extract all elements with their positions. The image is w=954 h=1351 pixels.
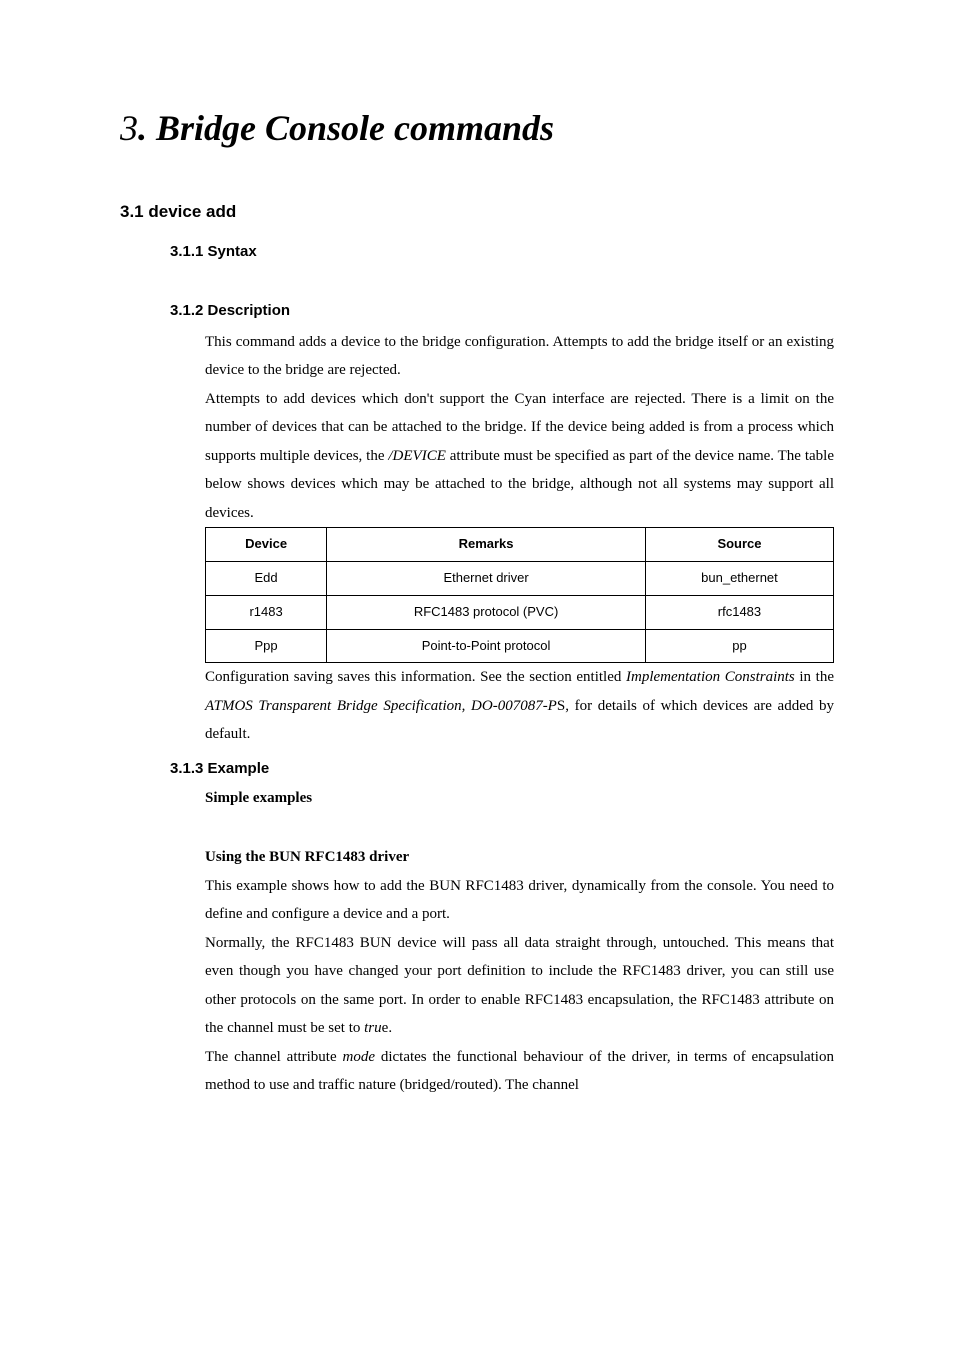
table-header-remarks: Remarks	[327, 528, 646, 562]
post-table-c: in the	[795, 669, 834, 685]
bun-p2-b: tru	[364, 1020, 382, 1036]
bun-p2-a: Normally, the RFC1483 BUN device will pa…	[205, 935, 834, 1037]
chapter-title: 3. Bridge Console commands	[120, 100, 834, 158]
simple-examples-heading: Simple examples	[205, 786, 834, 810]
bun-paragraph-3: The channel attribute mode dictates the …	[205, 1043, 834, 1100]
bun-paragraph-1: This example shows how to add the BUN RF…	[205, 872, 834, 929]
table-row: r1483 RFC1483 protocol (PVC) rfc1483	[206, 595, 834, 629]
post-table-paragraph: Configuration saving saves this informat…	[205, 663, 834, 749]
post-table-a: Configuration saving saves this informat…	[205, 669, 626, 685]
desc-p2-device-italic: /DEVICE	[388, 448, 446, 464]
devices-table: Device Remarks Source Edd Ethernet drive…	[205, 527, 834, 663]
table-cell: RFC1483 protocol (PVC)	[327, 595, 646, 629]
post-table-b: Implementation Constraints	[626, 669, 795, 685]
table-cell: pp	[645, 629, 833, 663]
table-header-device: Device	[206, 528, 327, 562]
table-row: Ppp Point-to-Point protocol pp	[206, 629, 834, 663]
table-header-source: Source	[645, 528, 833, 562]
table-cell: Ethernet driver	[327, 562, 646, 596]
table-cell: Point-to-Point protocol	[327, 629, 646, 663]
bun-p3-a: The channel attribute	[205, 1049, 342, 1065]
chapter-title-text: Bridge Console commands	[156, 108, 554, 148]
section-heading-3-1: 3.1 device add	[120, 198, 834, 225]
description-paragraph-2: Attempts to add devices which don't supp…	[205, 385, 834, 528]
chapter-separator: .	[138, 108, 156, 148]
table-cell: Ppp	[206, 629, 327, 663]
chapter-number: 3	[120, 108, 138, 148]
description-heading: 3.1.2 Description	[170, 299, 834, 323]
table-cell: rfc1483	[645, 595, 833, 629]
description-paragraph-1: This command adds a device to the bridge…	[205, 328, 834, 385]
bun-p3-b: mode	[342, 1049, 375, 1065]
table-cell: bun_ethernet	[645, 562, 833, 596]
example-heading: 3.1.3 Example	[170, 757, 834, 781]
bun-paragraph-2: Normally, the RFC1483 BUN device will pa…	[205, 929, 834, 1043]
post-table-d: ATMOS Transparent Bridge Specification, …	[205, 698, 557, 714]
table-cell: Edd	[206, 562, 327, 596]
table-header-row: Device Remarks Source	[206, 528, 834, 562]
table-row: Edd Ethernet driver bun_ethernet	[206, 562, 834, 596]
bun-driver-heading: Using the BUN RFC1483 driver	[205, 845, 834, 869]
table-cell: r1483	[206, 595, 327, 629]
syntax-heading: 3.1.1 Syntax	[170, 240, 834, 264]
bun-p2-c: e.	[382, 1020, 392, 1036]
